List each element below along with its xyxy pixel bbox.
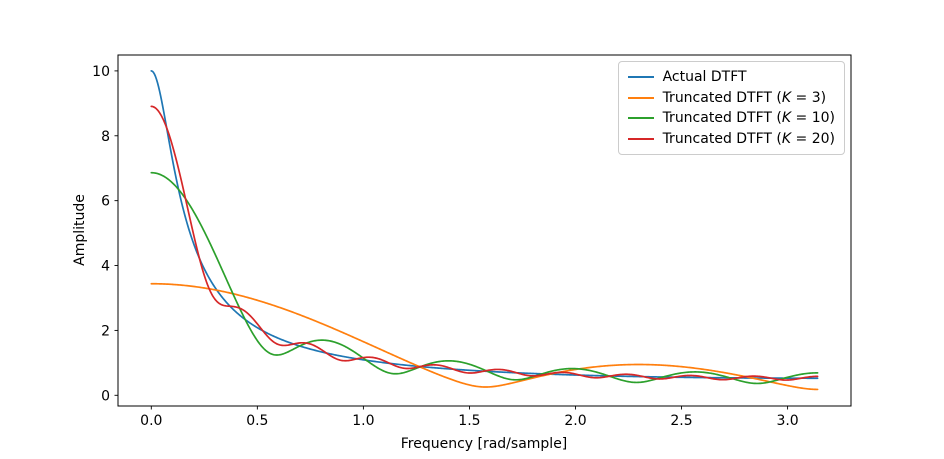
y-tick-label: 6 [101,194,110,210]
legend-label: Truncated DTFT (K = 10) [662,110,835,127]
legend-label: Truncated DTFT (K = 20) [662,130,835,147]
legend-row-k10: Truncated DTFT (K = 10) [627,108,835,129]
x-tick-label: 0.5 [246,413,268,429]
x-axis-label: Frequency [rad/sample] [400,436,568,452]
y-tick-label: 2 [101,323,110,339]
legend-line-swatch [627,137,654,140]
x-tick-label: 2.0 [564,413,586,429]
legend-row-k20: Truncated DTFT (K = 20) [627,129,835,150]
y-axis-label: Amplitude [72,194,88,266]
y-tick-label: 10 [92,64,110,80]
legend-line-swatch [627,96,654,99]
y-tick-label: 8 [101,129,110,145]
legend-line-swatch [627,76,654,79]
y-tick-label: 0 [101,388,110,404]
legend-row-k3: Truncated DTFT (K = 3) [627,88,835,109]
legend: Actual DTFT Truncated DTFT (K = 3) Truncat… [617,61,845,155]
legend-label: Truncated DTFT (K = 3) [662,89,827,106]
x-tick-label: 3.0 [776,413,798,429]
legend-line-swatch [627,117,654,120]
y-tick-label: 4 [101,259,110,275]
series-line-k20 [150,105,819,381]
x-tick-label: 1.0 [352,413,374,429]
x-tick-label: 0.0 [140,413,162,429]
axes-frame [117,54,852,407]
legend-label: Actual DTFT [662,69,747,86]
x-tick-label: 1.5 [458,413,480,429]
series-line-k3 [150,282,819,391]
series-line-k10 [150,171,819,385]
x-tick-label: 2.5 [670,413,692,429]
legend-row-actual: Actual DTFT [627,67,835,88]
